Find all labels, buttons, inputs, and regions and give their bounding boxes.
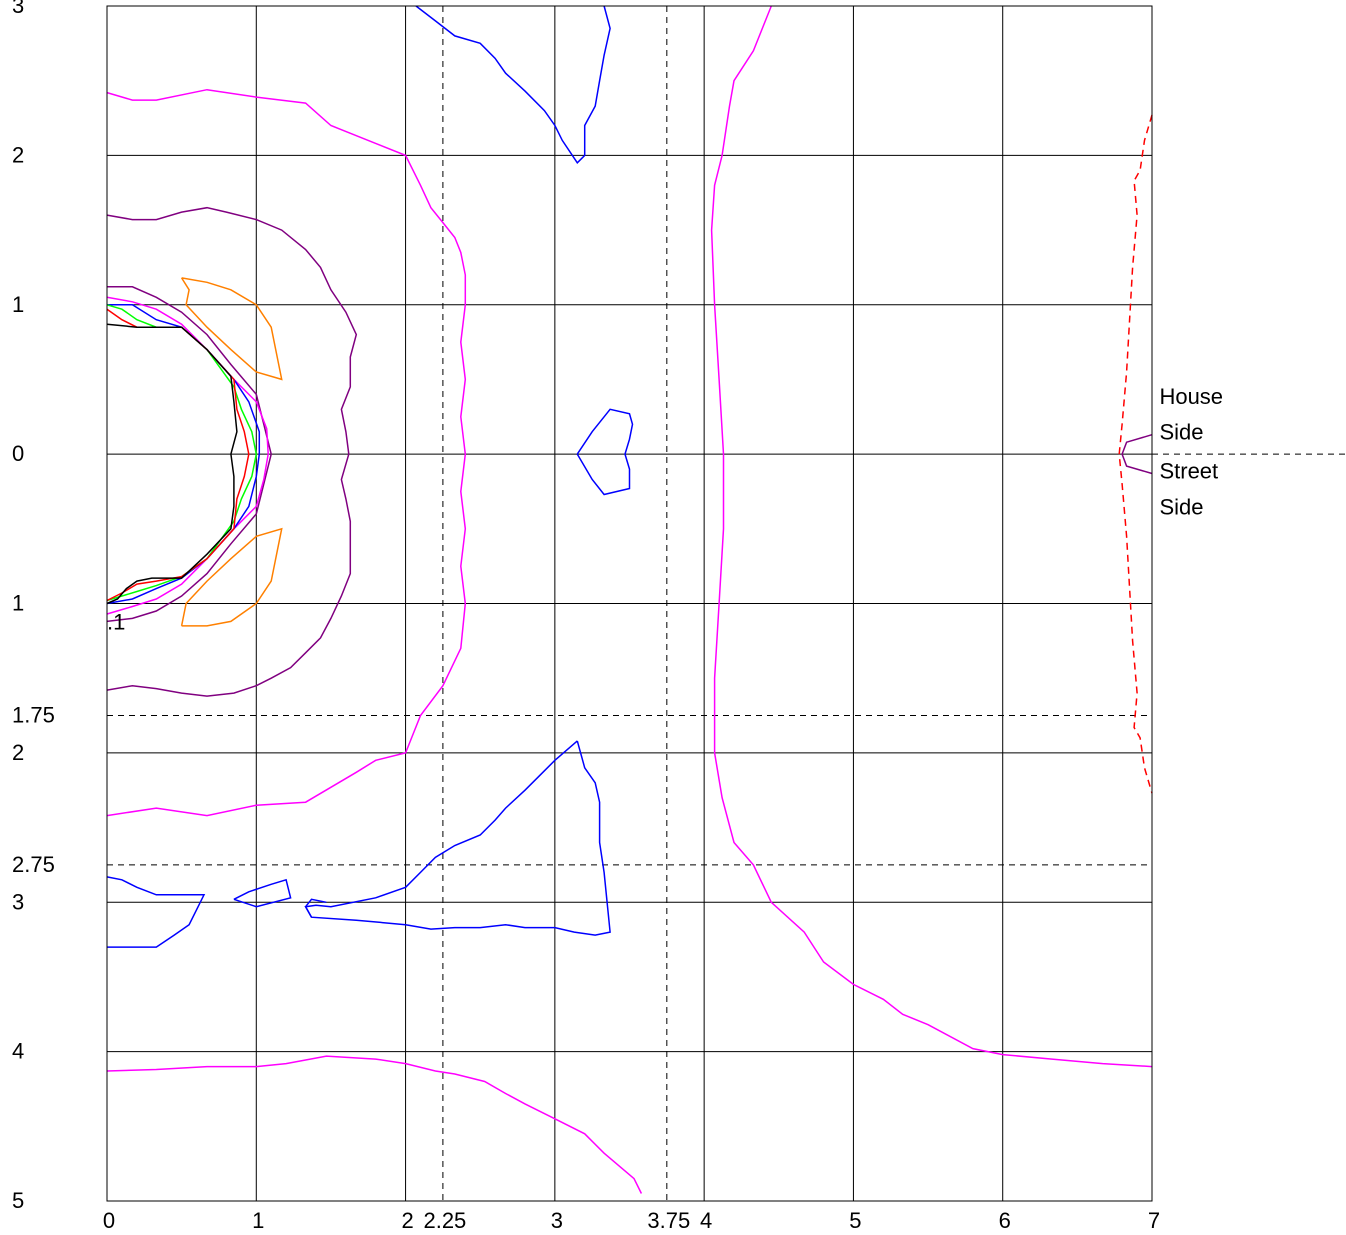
contour-line xyxy=(180,527,283,627)
annotation-label: Street xyxy=(1159,459,1218,484)
contour-line xyxy=(233,878,292,908)
y-tick-label: 3 xyxy=(12,889,24,914)
contour-line xyxy=(106,88,467,817)
annotation-label: Side xyxy=(1159,494,1203,519)
contour-line xyxy=(106,323,238,605)
contour-line xyxy=(180,277,283,381)
y-tick-label: 2 xyxy=(12,142,24,167)
annotation-label: Side xyxy=(1159,420,1203,445)
contour-line xyxy=(106,308,250,602)
grid-lines xyxy=(107,6,1346,1201)
contour-line xyxy=(304,898,327,918)
y-tick-label: 1 xyxy=(12,292,24,317)
contour-line xyxy=(106,296,269,615)
y-tick-label: 1 xyxy=(12,591,24,616)
y-tick-label: 0 xyxy=(12,441,24,466)
x-tick-label: 3 xyxy=(551,1208,563,1233)
y-tick-label: 2.75 xyxy=(12,852,55,877)
annotations: House Side Street Side .1 xyxy=(107,384,1223,635)
contour-line xyxy=(576,408,634,496)
x-tick-label: 4 xyxy=(700,1208,712,1233)
y-tick-label: 3 xyxy=(12,0,24,18)
contour-line xyxy=(106,1055,643,1194)
x-tick-label: 2.25 xyxy=(423,1208,466,1233)
y-tick-label: 5 xyxy=(12,1188,24,1213)
x-tick-label: 2 xyxy=(401,1208,413,1233)
contour-lines xyxy=(106,5,1153,1194)
x-tick-label: 5 xyxy=(849,1208,861,1233)
plot-border xyxy=(106,5,1153,1202)
tick-labels: 0 1 2 2.25 3 3.75 4 5 6 7 3 2 1 0 1 1.75 2 2.75 3 4 5 xyxy=(12,0,1160,1233)
y-tick-label: 2 xyxy=(12,740,24,765)
contour-line xyxy=(106,206,358,697)
annotation-label: House xyxy=(1159,384,1223,409)
y-tick-label: 4 xyxy=(12,1039,24,1064)
x-tick-label: 0 xyxy=(103,1208,115,1233)
x-tick-label: 7 xyxy=(1148,1208,1160,1233)
contour-line xyxy=(106,304,261,605)
x-tick-label: 6 xyxy=(999,1208,1011,1233)
contour-line xyxy=(1121,433,1153,475)
x-tick-label: 3.75 xyxy=(647,1208,690,1233)
annotation-label: .1 xyxy=(107,609,125,634)
contour-line xyxy=(415,5,611,164)
contour-line xyxy=(304,740,611,936)
plot-frame xyxy=(106,5,1153,1202)
x-tick-label: 1 xyxy=(252,1208,264,1233)
contour-line xyxy=(106,876,206,948)
contour-line xyxy=(106,286,272,623)
contour-line xyxy=(710,5,1153,1068)
contour-line xyxy=(1118,114,1153,794)
y-tick-label: 1.75 xyxy=(12,703,55,728)
